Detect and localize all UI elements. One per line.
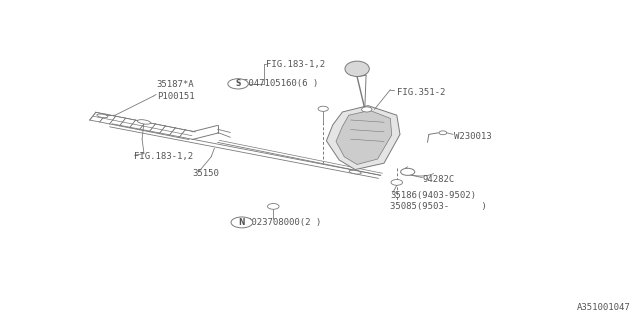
Ellipse shape xyxy=(138,120,150,124)
Text: 35150: 35150 xyxy=(192,169,219,178)
Text: FIG.351-2: FIG.351-2 xyxy=(397,88,445,97)
Polygon shape xyxy=(326,106,400,170)
Text: FIG.183-1,2: FIG.183-1,2 xyxy=(134,152,193,161)
Text: 35187*A: 35187*A xyxy=(157,80,195,89)
Ellipse shape xyxy=(345,61,369,76)
Text: A351001047: A351001047 xyxy=(577,303,630,312)
Circle shape xyxy=(401,168,415,175)
Text: 35186(9403-9502): 35186(9403-9502) xyxy=(390,191,476,200)
Ellipse shape xyxy=(97,114,108,118)
Circle shape xyxy=(439,131,447,135)
Text: S: S xyxy=(236,79,241,88)
Text: N: N xyxy=(239,218,245,227)
Text: 94282C: 94282C xyxy=(422,175,454,184)
Circle shape xyxy=(228,79,248,89)
Circle shape xyxy=(318,106,328,111)
Circle shape xyxy=(391,180,403,185)
Circle shape xyxy=(362,107,372,112)
Text: S047105160(6 ): S047105160(6 ) xyxy=(243,79,319,88)
Text: 35085(9503-      ): 35085(9503- ) xyxy=(390,202,487,211)
Circle shape xyxy=(268,204,279,209)
Text: N023708000(2 ): N023708000(2 ) xyxy=(246,218,322,227)
Text: W230013: W230013 xyxy=(454,132,492,140)
Circle shape xyxy=(231,217,253,228)
Text: FIG.183-1,2: FIG.183-1,2 xyxy=(266,60,324,68)
Ellipse shape xyxy=(349,170,361,174)
Text: P100151: P100151 xyxy=(157,92,195,100)
Polygon shape xyxy=(336,110,392,164)
